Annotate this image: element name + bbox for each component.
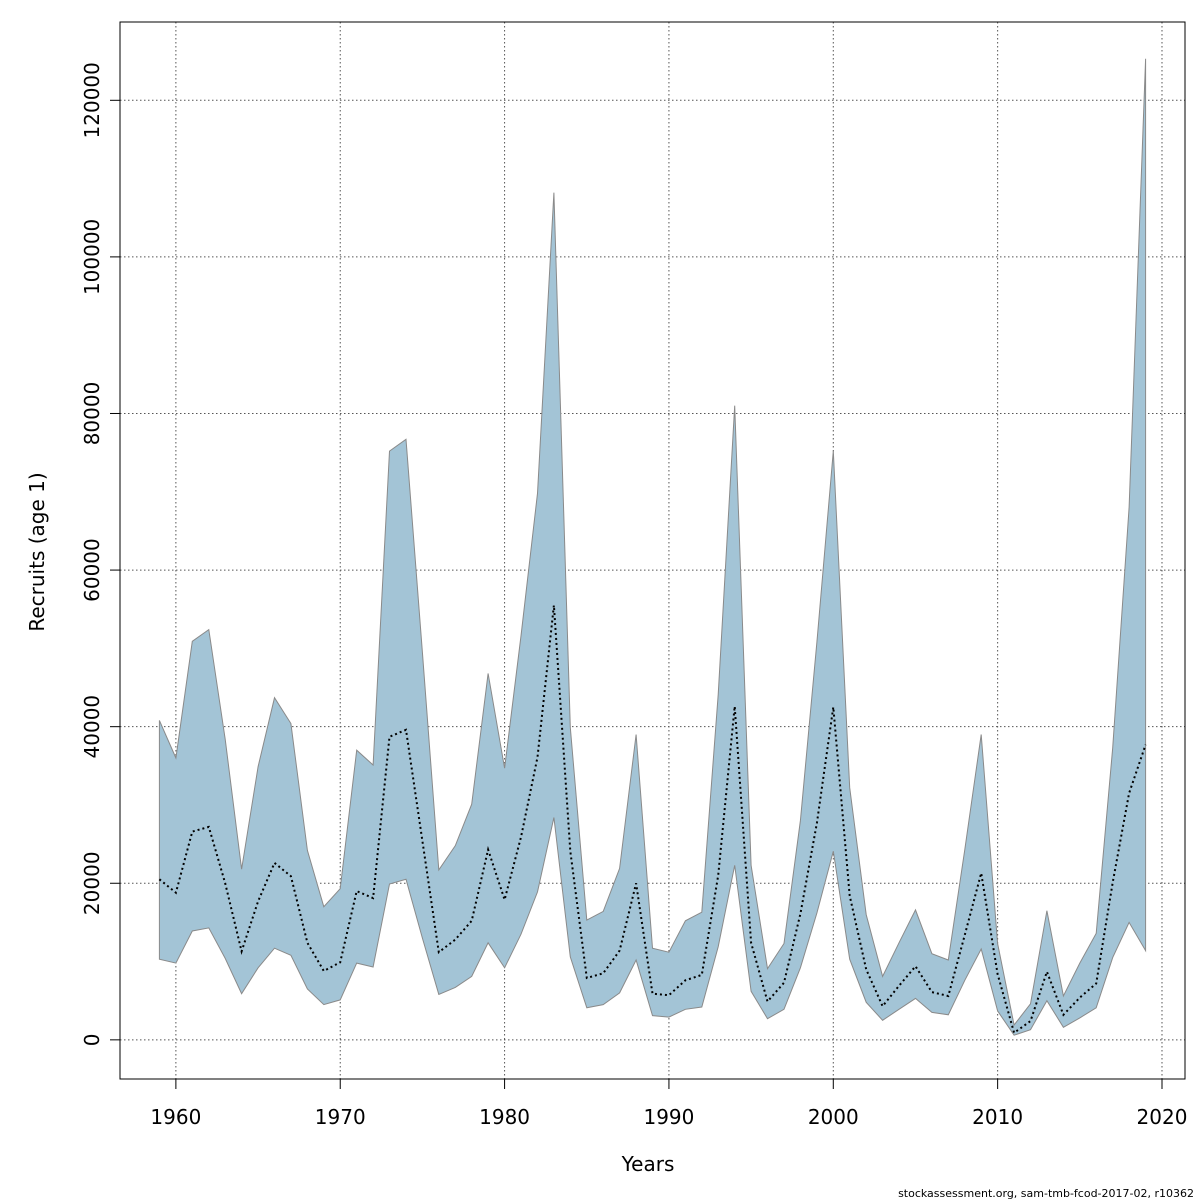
x-tick-label: 1990 bbox=[643, 1105, 694, 1129]
y-tick-label: 60000 bbox=[80, 538, 104, 602]
y-tick-label: 120000 bbox=[80, 62, 104, 138]
y-tick-label: 100000 bbox=[80, 219, 104, 295]
x-tick-label: 1970 bbox=[315, 1105, 366, 1129]
x-tick-label: 1960 bbox=[150, 1105, 201, 1129]
y-tick-label: 20000 bbox=[80, 851, 104, 915]
y-tick-label: 40000 bbox=[80, 695, 104, 759]
y-tick-label: 80000 bbox=[80, 382, 104, 446]
x-tick-label: 1980 bbox=[479, 1105, 530, 1129]
x-axis: 1960 1970 1980 1990 2000 2010 2020 bbox=[150, 1078, 1188, 1129]
confidence-band bbox=[158, 58, 1147, 1036]
y-axis-title: Recruits (age 1) bbox=[25, 472, 49, 631]
x-tick-label: 2010 bbox=[972, 1105, 1023, 1129]
footer-note: stockassessment.org, sam-tmb-fcod-2017-0… bbox=[898, 1187, 1194, 1200]
x-tick-label: 2020 bbox=[1137, 1105, 1188, 1129]
y-tick-label: 0 bbox=[80, 1033, 104, 1046]
y-axis: 0 20000 40000 60000 80000 100000 120000 bbox=[80, 62, 121, 1046]
x-axis-title: Years bbox=[621, 1152, 675, 1176]
x-tick-label: 2000 bbox=[808, 1105, 859, 1129]
